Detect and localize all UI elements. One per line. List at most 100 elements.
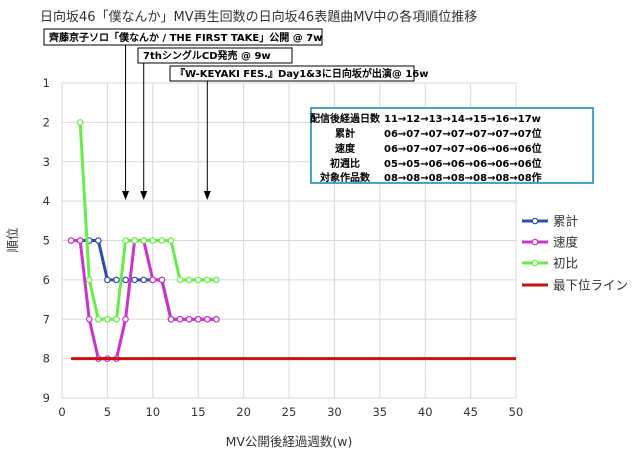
y-tick-label: 9 (43, 391, 50, 405)
y-tick-label: 3 (43, 155, 50, 169)
data-point (158, 276, 166, 284)
data-point (122, 276, 129, 284)
x-tick-label: 0 (58, 405, 65, 419)
data-point (213, 276, 220, 284)
y-tick-label: 8 (43, 352, 50, 366)
data-point (85, 315, 93, 323)
info-row-label: 対象作品数 (319, 171, 371, 184)
x-axis-ticks: 0 5 10 15 20 25 30 35 40 45 50 (58, 405, 523, 419)
info-table-border (310, 107, 594, 184)
data-point (76, 119, 84, 126)
x-tick-label: 50 (509, 405, 524, 419)
info-row-value: 08→08→08→08→08→08→08作 (384, 171, 542, 184)
data-point (113, 276, 120, 284)
x-tick-label: 20 (236, 405, 251, 419)
x-tick-label: 35 (372, 405, 387, 419)
data-point (67, 237, 75, 244)
legend-item: 累計 (522, 214, 578, 229)
data-point (167, 315, 175, 323)
annotation-text: 齊藤京子ソロ「僕なんか / THE FIRST TAKE」公開 @ 7w (48, 31, 322, 44)
data-point (176, 315, 184, 323)
data-point (185, 276, 193, 284)
legend-marker (531, 238, 539, 246)
legend-item: 速度 (522, 235, 579, 250)
x-tick-label: 15 (191, 405, 206, 419)
data-point (104, 315, 111, 323)
info-row-value: 06→07→07→07→07→07→07位 (384, 127, 542, 140)
legend-label: 累計 (553, 214, 578, 229)
data-point (76, 237, 84, 244)
data-point (140, 237, 148, 244)
annotation-box (137, 47, 293, 64)
annotation-text: 7thシングルCD発売 @ 9w (143, 49, 271, 62)
data-point (122, 237, 129, 244)
info-row-value: 11→12→13→14→15→16→17w (384, 114, 541, 125)
series-3 (76, 119, 220, 323)
annotations: 齊藤京子ソロ「僕なんか / THE FIRST TAKE」公開 @ 7w 7thシ… (43, 28, 428, 200)
annotation-arrow-head (122, 191, 130, 200)
info-row-value: 05→05→06→06→06→06→06位 (384, 157, 542, 170)
data-point (131, 276, 138, 284)
annotation-text: 『W-KEYAKI FES.』Day1&3に日向坂が出演@ 16w (175, 67, 428, 80)
data-point (122, 315, 129, 323)
legend-marker (531, 259, 539, 267)
info-row-label: 累計 (335, 127, 355, 140)
y-axis-label: 順位 (5, 227, 20, 252)
legend-item: 最下位ライン (522, 278, 628, 293)
data-point (140, 276, 148, 284)
y-tick-label: 5 (43, 234, 50, 248)
x-tick-label: 45 (463, 405, 478, 419)
data-point (149, 237, 157, 244)
data-point (185, 315, 193, 323)
data-point (176, 276, 184, 284)
x-tick-label: 30 (327, 405, 342, 419)
data-point (158, 237, 166, 244)
y-tick-label: 7 (43, 312, 50, 326)
data-point (131, 237, 138, 244)
data-point (104, 276, 111, 284)
info-table: 配信後経過日数 11→12→13→14→15→16→17w 累計 06→07→07→0… (310, 107, 594, 184)
annotation-callout: 7thシングルCD発売 @ 9w (137, 47, 293, 200)
data-point (149, 276, 157, 284)
legend-label: 速度 (553, 235, 579, 250)
info-row-value: 06→07→07→07→06→06→06位 (384, 142, 542, 155)
y-tick-label: 4 (43, 194, 50, 208)
data-point (194, 315, 202, 323)
legend-item: 初比 (522, 256, 578, 271)
chart-title: 日向坂46「僕なんか」MV再生回数の日向坂46表題曲MV中の各項順位推移 (40, 9, 477, 25)
y-tick-label: 6 (43, 273, 50, 287)
x-axis-label: MV公開後経過週数(w) (226, 434, 353, 449)
data-point (203, 276, 211, 284)
y-tick-label: 1 (43, 76, 50, 90)
legend-label: 最下位ライン (553, 278, 628, 293)
series-layer (67, 119, 516, 362)
data-point (167, 237, 175, 244)
data-point (213, 315, 220, 323)
data-point (203, 315, 211, 323)
annotation-arrow-head (203, 191, 211, 200)
series-line (78, 122, 217, 321)
legend-marker (531, 217, 539, 225)
data-point (113, 315, 120, 323)
annotation-callout: 『W-KEYAKI FES.』Day1&3に日向坂が出演@ 16w (169, 65, 428, 200)
x-tick-label: 10 (145, 405, 160, 419)
x-tick-label: 40 (418, 405, 433, 419)
info-row-label: 配信後経過日数 (310, 112, 381, 125)
annotation-arrow-head (140, 191, 148, 200)
info-row-label: 速度 (335, 142, 356, 155)
info-row-label: 初週比 (330, 157, 360, 170)
data-point (95, 237, 102, 244)
annotation-callout: 齊藤京子ソロ「僕なんか / THE FIRST TAKE」公開 @ 7w (43, 28, 323, 200)
data-point (194, 276, 202, 284)
y-axis-ticks: 1 2 3 4 5 6 7 8 9 (43, 76, 50, 405)
annotation-box (43, 28, 323, 46)
data-point (85, 276, 93, 284)
x-tick-label: 25 (282, 405, 297, 419)
data-point (95, 315, 102, 323)
grid (61, 82, 517, 399)
legend-label: 初比 (553, 256, 578, 271)
x-tick-label: 5 (104, 405, 111, 419)
y-tick-label: 2 (43, 115, 50, 129)
